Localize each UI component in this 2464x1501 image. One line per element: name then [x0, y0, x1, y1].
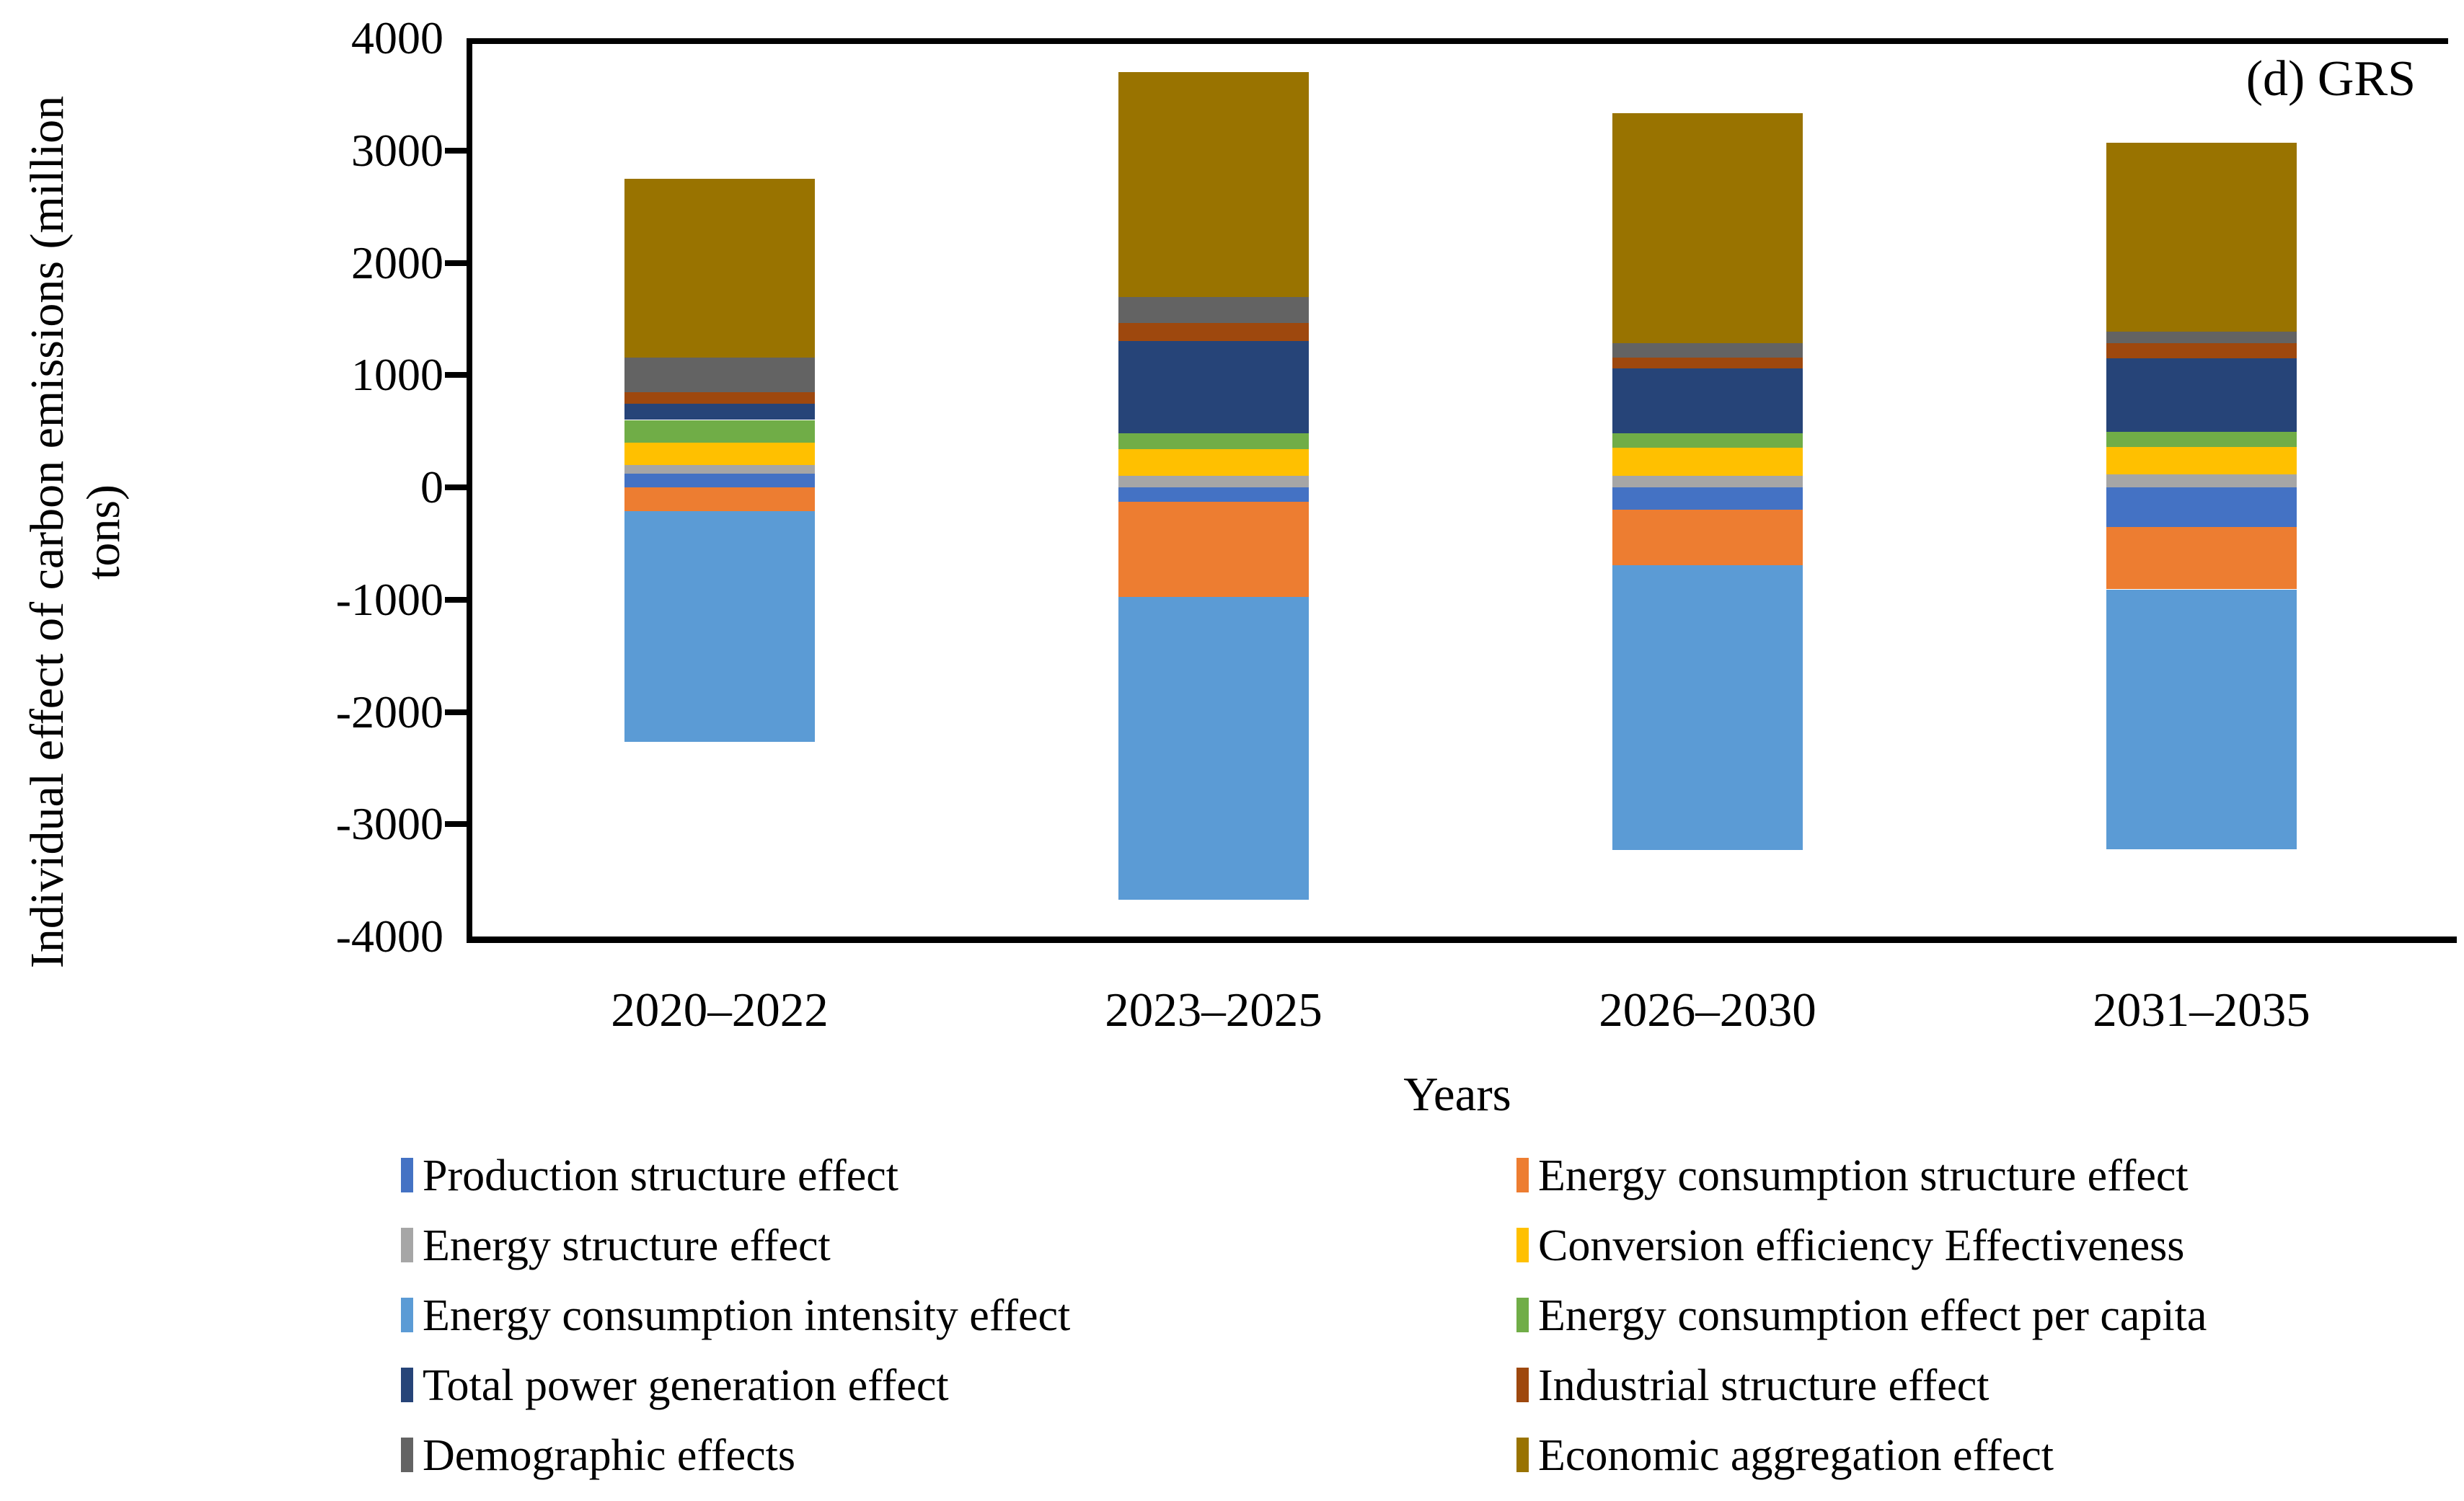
- y-tick-mark: [445, 372, 467, 378]
- bar-segment: [1612, 448, 1803, 476]
- bar-segment: [1612, 113, 1803, 343]
- bar-segment: [2106, 474, 2297, 487]
- legend-label: Energy structure effect: [423, 1221, 831, 1270]
- legend-label: Demographic effects: [423, 1431, 796, 1480]
- y-tick-mark: [445, 596, 467, 603]
- plot-border-top: [467, 38, 2448, 44]
- y-tick-mark: [445, 821, 467, 828]
- legend-label: Conversion efficiency Effectiveness: [1538, 1221, 2185, 1270]
- bar-segment: [624, 487, 815, 511]
- y-axis-title-line1: Individual effect of carbon emissions (m…: [21, 95, 74, 969]
- bar-segment: [1118, 449, 1309, 476]
- legend-swatch: [401, 1368, 413, 1402]
- bar-segment: [624, 443, 815, 465]
- bar-segment: [624, 403, 815, 420]
- bar-segment: [1118, 296, 1309, 323]
- legend-label: Energy consumption structure effect: [1538, 1151, 2189, 1200]
- x-category-label: 2020–2022: [611, 983, 829, 1037]
- y-tick-label: 3000: [351, 124, 443, 176]
- x-category-label: 2023–2025: [1105, 983, 1322, 1037]
- x-axis-title: Years: [1403, 1068, 1511, 1121]
- bar-segment: [2106, 527, 2297, 589]
- legend-label: Energy consumption intensity effect: [423, 1291, 1071, 1340]
- bar-segment: [1118, 502, 1309, 597]
- legend-swatch: [401, 1298, 413, 1332]
- bar-segment: [1612, 510, 1803, 565]
- bar-segment: [2106, 143, 2297, 332]
- legend-swatch: [401, 1158, 413, 1192]
- bar-segment: [1612, 565, 1803, 850]
- legend-swatch: [401, 1228, 413, 1262]
- x-axis-line: [467, 937, 2457, 943]
- y-axis-line: [467, 38, 472, 942]
- y-tick-label: 2000: [351, 236, 443, 288]
- bar-segment: [1612, 476, 1803, 487]
- bar-segment: [2106, 358, 2297, 432]
- y-tick-mark: [445, 260, 467, 266]
- bar-segment: [1118, 323, 1309, 341]
- bar-segment: [2106, 332, 2297, 343]
- bar-segment: [2106, 487, 2297, 527]
- y-tick-label: 0: [420, 461, 443, 513]
- y-tick-mark: [445, 147, 467, 154]
- legend-label: Total power generation effect: [423, 1361, 949, 1410]
- bar-segment: [1612, 358, 1803, 368]
- bar-segment: [2106, 432, 2297, 447]
- bar-segment: [2106, 447, 2297, 474]
- bar-segment: [624, 179, 815, 358]
- x-category-label: 2026–2030: [1599, 983, 1816, 1037]
- bar-segment: [1118, 433, 1309, 449]
- legend-label: Production structure effect: [423, 1151, 898, 1200]
- bar-segment: [1118, 597, 1309, 900]
- y-axis-title: Individual effect of carbon emissions (m…: [19, 6, 132, 1058]
- y-tick-label: -1000: [335, 573, 443, 625]
- bar-segment: [1612, 368, 1803, 433]
- y-tick-label: 1000: [351, 349, 443, 401]
- plot-annotation: (d) GRS: [2246, 51, 2416, 107]
- bar-segment: [624, 392, 815, 404]
- legend-swatch: [1516, 1298, 1529, 1332]
- legend-label: Economic aggregation effect: [1538, 1431, 2054, 1480]
- y-tick-label: -4000: [335, 911, 443, 962]
- legend-swatch: [1516, 1158, 1529, 1192]
- bar-segment: [624, 420, 815, 443]
- bar-segment: [624, 474, 815, 487]
- legend-label: Energy consumption effect per capita: [1538, 1291, 2207, 1340]
- bar-segment: [624, 358, 815, 392]
- bar-segment: [1118, 341, 1309, 433]
- y-tick-label: 4000: [351, 12, 443, 63]
- bar-segment: [1612, 487, 1803, 510]
- bar-segment: [624, 465, 815, 474]
- legend-label: Industrial structure effect: [1538, 1361, 1990, 1410]
- bar-segment: [2106, 590, 2297, 849]
- legend-swatch: [1516, 1368, 1529, 1402]
- legend-swatch: [1516, 1438, 1529, 1472]
- bar-segment: [624, 511, 815, 742]
- bar-segment: [1118, 72, 1309, 297]
- bar-segment: [2106, 343, 2297, 358]
- bar-segment: [1612, 342, 1803, 358]
- legend-swatch: [1516, 1228, 1529, 1262]
- y-axis-title-line2: tons): [77, 484, 130, 580]
- y-tick-label: -2000: [335, 686, 443, 738]
- x-category-label: 2031–2035: [2093, 983, 2310, 1037]
- y-tick-mark: [445, 709, 467, 715]
- bar-segment: [1612, 433, 1803, 448]
- y-tick-mark: [445, 484, 467, 490]
- bar-segment: [1118, 487, 1309, 502]
- y-tick-label: -3000: [335, 798, 443, 850]
- legend-swatch: [401, 1438, 413, 1472]
- bar-segment: [1118, 476, 1309, 487]
